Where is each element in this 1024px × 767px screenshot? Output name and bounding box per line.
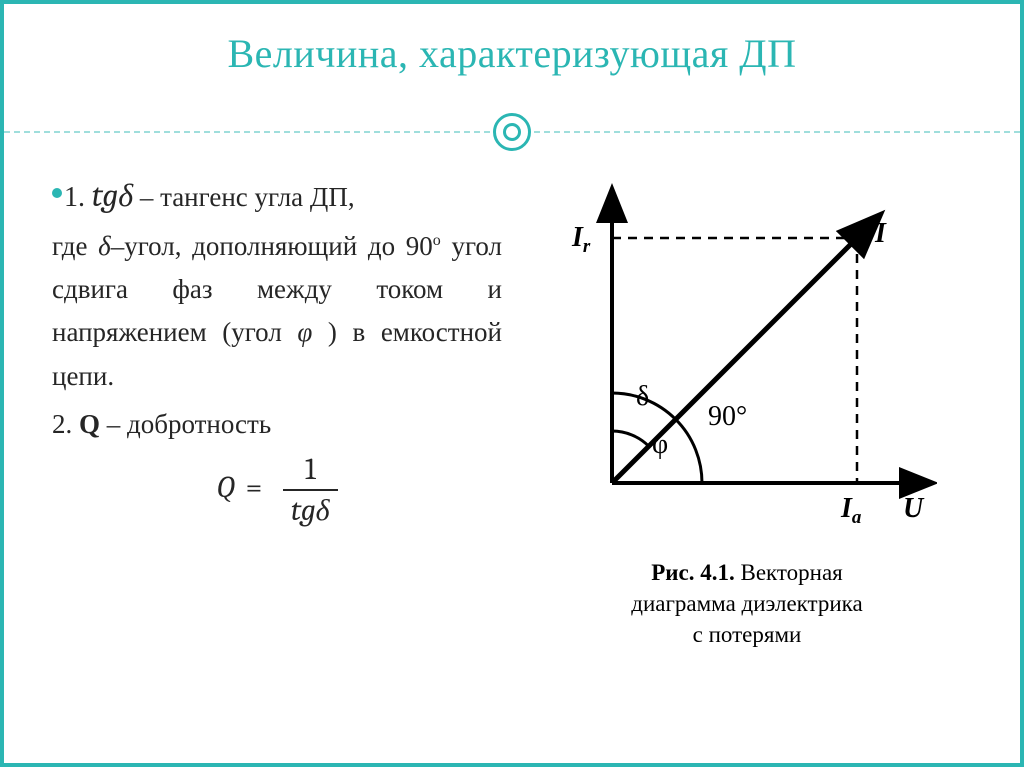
desc-phi: φ (297, 317, 312, 348)
svg-text:Ia: Ia (840, 493, 862, 528)
vector-diagram: Ir I Ia Uδφ 90° (557, 183, 937, 543)
svg-text:U: U (903, 493, 925, 524)
slide: Величина, характеризующая ДП 1. tgδ – та… (0, 0, 1024, 767)
svg-text:I: I (874, 218, 887, 249)
figure-column: Ir I Ia Uδφ 90° Рис. 4.1. Векторная диаграмм… (522, 175, 972, 650)
title-divider (4, 113, 1020, 153)
tg-symbol: tg (92, 177, 118, 214)
item-2-symbol: Q (79, 409, 100, 439)
formula-eq: = (246, 470, 263, 505)
desc-sup: о (433, 232, 441, 249)
svg-text:90°: 90° (708, 401, 747, 432)
svg-text:φ: φ (652, 429, 668, 460)
item-1-number: 1. (64, 182, 85, 213)
formula-lhs: Q (216, 470, 235, 505)
delta-symbol: δ (118, 177, 133, 214)
caption-fig: Рис. 4.1. (651, 560, 735, 585)
content-area: 1. tgδ – тангенс угла ДП, где δ–угол, до… (4, 153, 1020, 650)
q-formula: Q = 1 tgδ (52, 452, 502, 528)
item-2-number: 2. (52, 409, 72, 439)
formula-numerator: 1 (283, 452, 338, 491)
svg-text:Ir: Ir (571, 222, 591, 257)
dash-2: – (107, 409, 121, 439)
slide-title: Величина, характеризующая ДП (4, 4, 1020, 77)
item-2-label: добротность (127, 409, 271, 439)
desc-body1: –угол, дополняющий до 90 (111, 231, 433, 261)
divider-ornament (493, 113, 531, 151)
item-1-label: тангенс угла ДП, (160, 182, 355, 212)
formula-denominator: tgδ (283, 491, 338, 528)
caption-line3: с потерями (693, 622, 802, 647)
diagram-svg: Ir I Ia Uδφ 90° (557, 183, 937, 543)
formula-fraction: 1 tgδ (283, 452, 338, 528)
text-column: 1. tgδ – тангенс угла ДП, где δ–угол, до… (52, 175, 502, 528)
figure-caption: Рис. 4.1. Векторная диаграмма диэлектрик… (631, 557, 862, 650)
caption-line2: диаграмма диэлектрика (631, 591, 862, 616)
dash-1: – (140, 182, 154, 212)
desc-prefix: где (52, 231, 98, 261)
svg-text:δ: δ (636, 381, 649, 412)
desc-delta: δ (98, 231, 111, 262)
caption-line1: Векторная (740, 560, 842, 585)
item-2: 2. Q – добротность (52, 409, 502, 440)
item-1-heading: 1. tgδ – тангенс угла ДП, (52, 175, 502, 217)
item-1-description: где δ–угол, дополняющий до 90о угол сдви… (52, 225, 502, 398)
bullet-icon (52, 188, 62, 198)
